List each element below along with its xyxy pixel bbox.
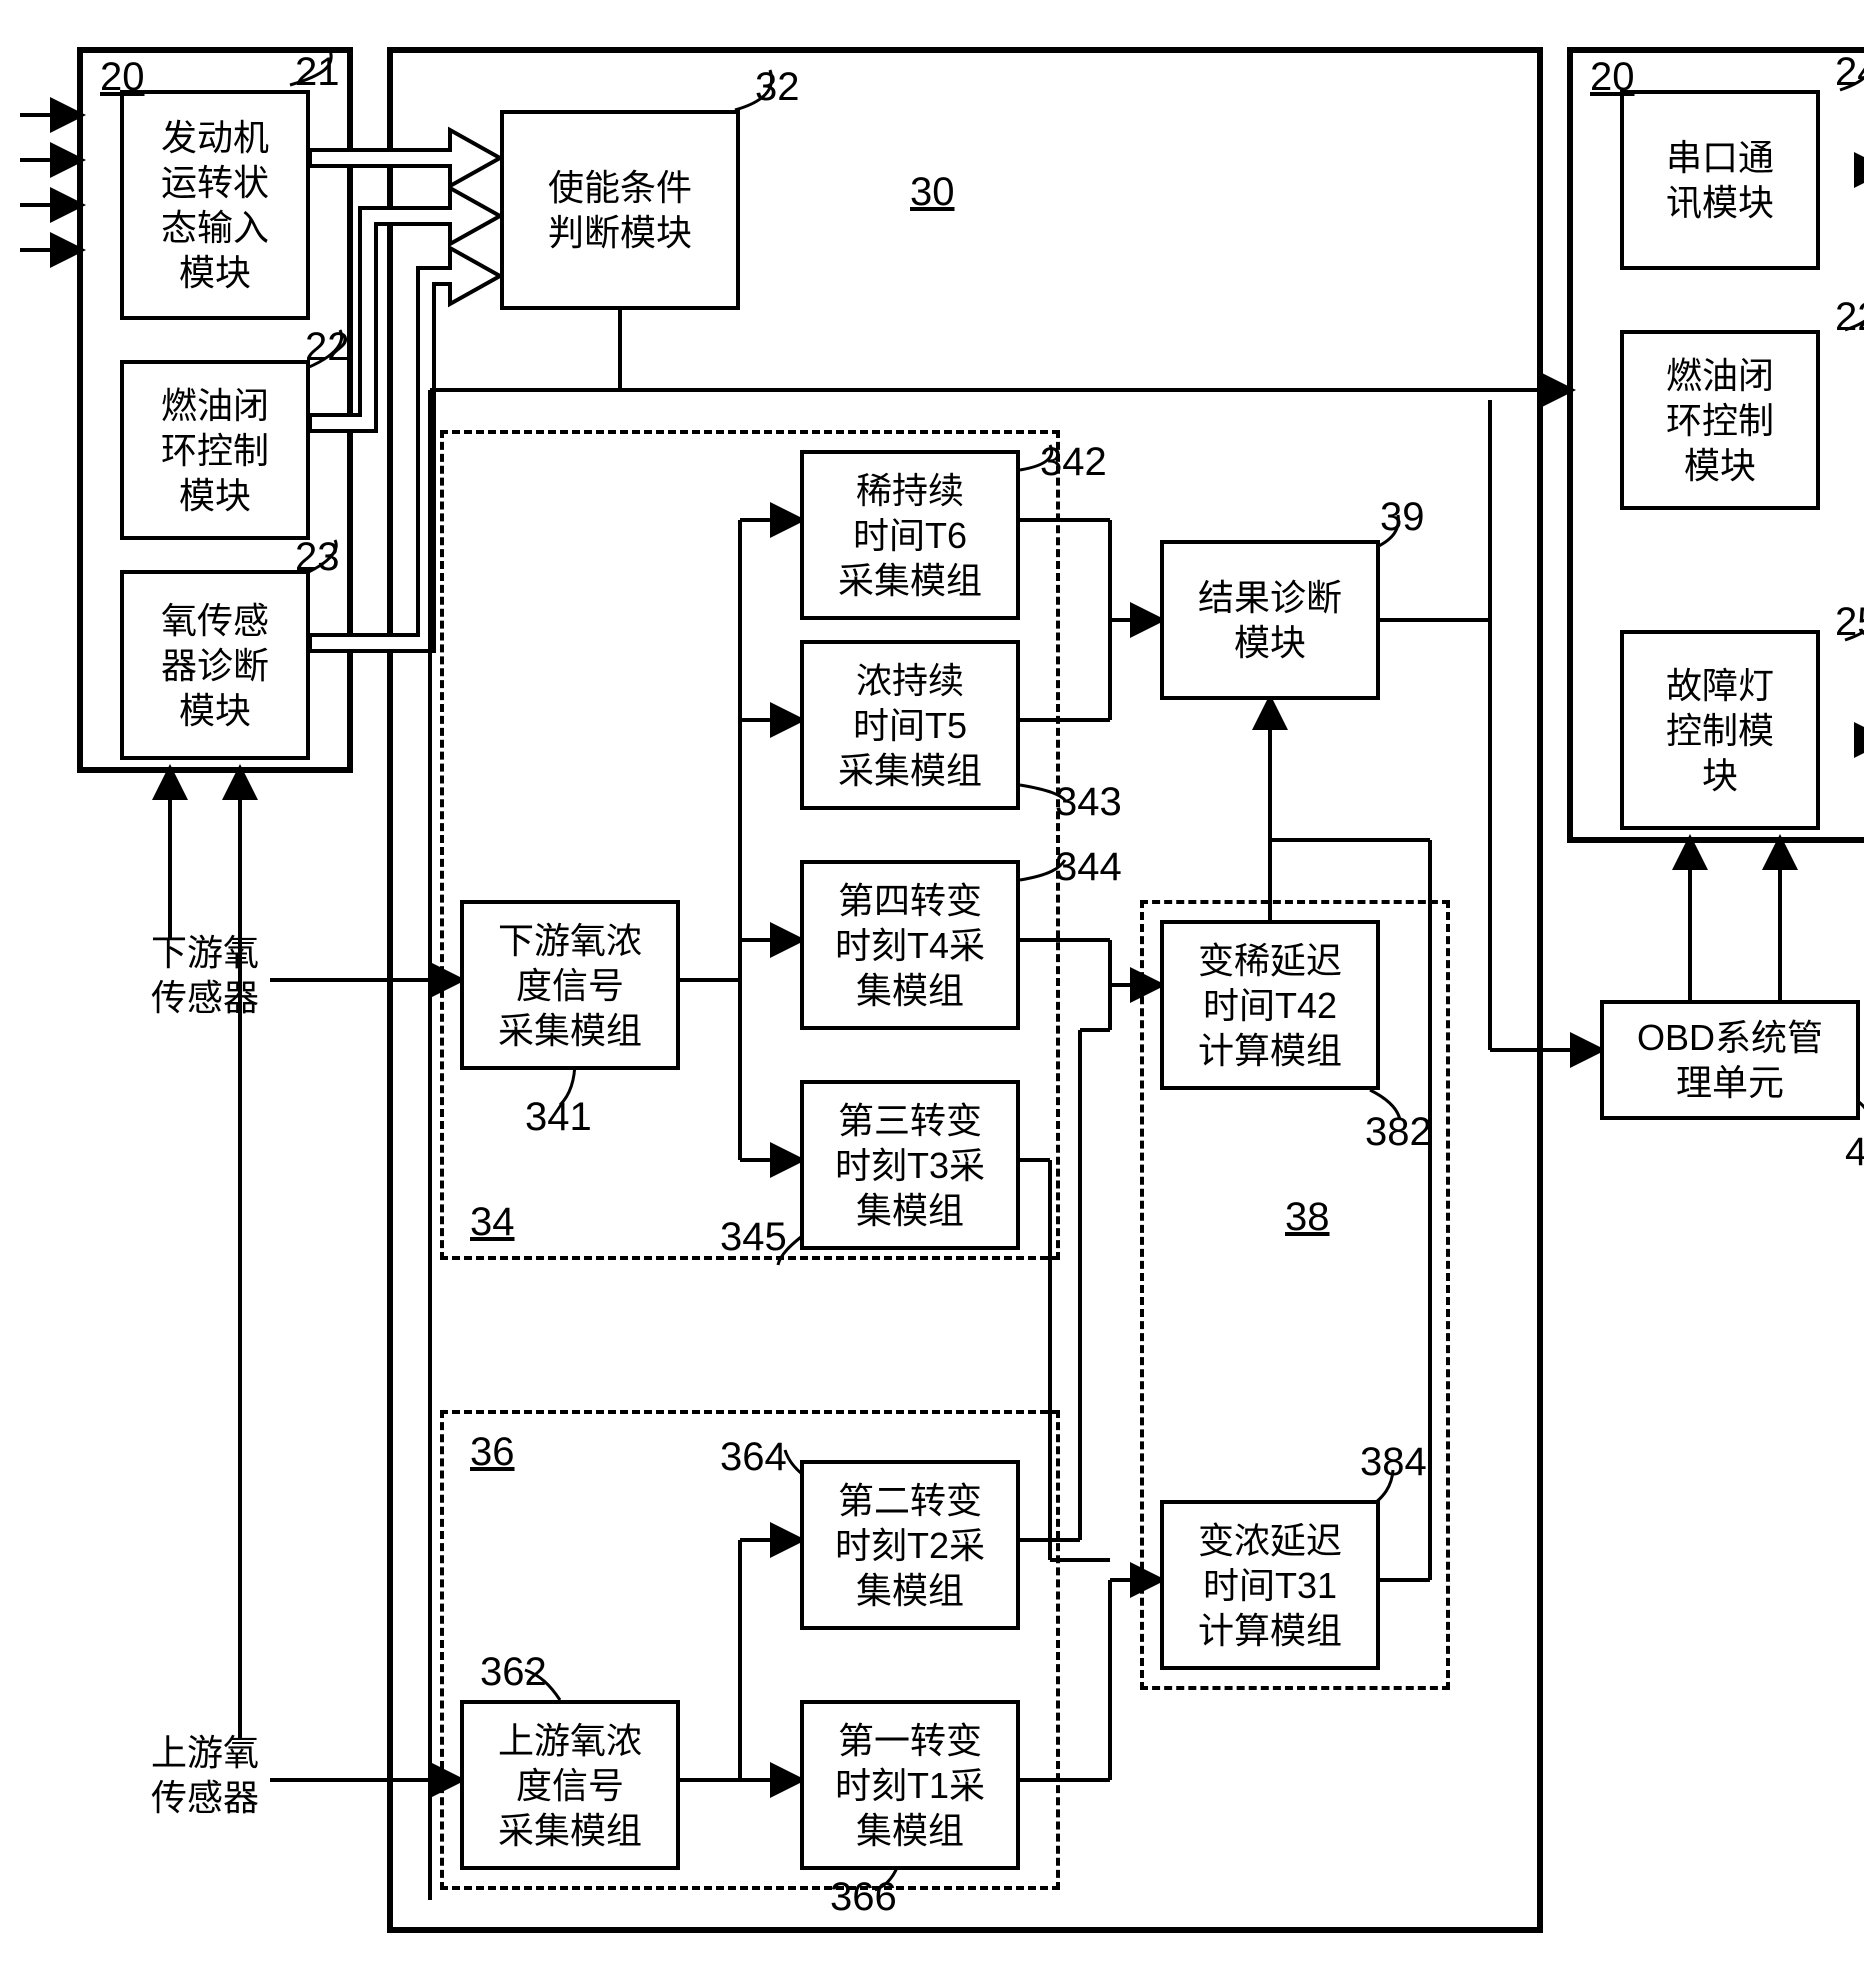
label-366: 366 bbox=[830, 1875, 897, 1920]
label-36: 36 bbox=[470, 1430, 515, 1475]
label-34: 34 bbox=[470, 1200, 515, 1245]
box-364: 第二转变时刻T2采集模组 bbox=[800, 1460, 1020, 1630]
box-32: 使能条件判断模块 bbox=[500, 110, 740, 310]
label-362: 362 bbox=[480, 1650, 547, 1695]
label-384: 384 bbox=[1360, 1440, 1427, 1485]
label-343: 343 bbox=[1055, 780, 1122, 825]
box-21: 发动机运转状态输入模块 bbox=[120, 90, 310, 320]
label-382: 382 bbox=[1365, 1110, 1432, 1155]
label-32: 32 bbox=[755, 65, 800, 110]
label-364: 364 bbox=[720, 1435, 787, 1480]
label-20-left: 20 bbox=[100, 55, 145, 100]
label-342: 342 bbox=[1040, 440, 1107, 485]
label-40: 40 bbox=[1845, 1130, 1864, 1175]
label-22-right: 22 bbox=[1835, 295, 1864, 340]
label-39: 39 bbox=[1380, 495, 1425, 540]
label-22-left: 22 bbox=[305, 325, 350, 370]
box-23: 氧传感器诊断模块 bbox=[120, 570, 310, 760]
label-21: 21 bbox=[295, 50, 340, 95]
label-upstream-sensor: 上游氧传感器 bbox=[130, 1730, 280, 1820]
box-22-right: 燃油闭环控制模块 bbox=[1620, 330, 1820, 510]
box-366: 第一转变时刻T1采集模组 bbox=[800, 1700, 1020, 1870]
box-22-left: 燃油闭环控制模块 bbox=[120, 360, 310, 540]
box-342: 稀持续时间T6采集模组 bbox=[800, 450, 1020, 620]
box-39: 结果诊断模块 bbox=[1160, 540, 1380, 700]
box-362: 上游氧浓度信号采集模组 bbox=[460, 1700, 680, 1870]
box-382: 变稀延迟时间T42计算模组 bbox=[1160, 920, 1380, 1090]
label-20-right: 20 bbox=[1590, 55, 1635, 100]
box-344: 第四转变时刻T4采集模组 bbox=[800, 860, 1020, 1030]
diagram-canvas: 发动机运转状态输入模块 燃油闭环控制模块 氧传感器诊断模块 使能条件判断模块 下… bbox=[20, 20, 1864, 1961]
label-downstream-sensor: 下游氧传感器 bbox=[130, 930, 280, 1020]
label-345: 345 bbox=[720, 1215, 787, 1260]
label-24: 24 bbox=[1835, 50, 1864, 95]
box-345: 第三转变时刻T3采集模组 bbox=[800, 1080, 1020, 1250]
label-23: 23 bbox=[295, 535, 340, 580]
box-343: 浓持续时间T5采集模组 bbox=[800, 640, 1020, 810]
box-25: 故障灯控制模块 bbox=[1620, 630, 1820, 830]
label-344: 344 bbox=[1055, 845, 1122, 890]
box-341: 下游氧浓度信号采集模组 bbox=[460, 900, 680, 1070]
label-38: 38 bbox=[1285, 1195, 1330, 1240]
label-341: 341 bbox=[525, 1095, 592, 1140]
box-384: 变浓延迟时间T31计算模组 bbox=[1160, 1500, 1380, 1670]
box-24: 串口通讯模块 bbox=[1620, 90, 1820, 270]
label-25: 25 bbox=[1835, 600, 1864, 645]
label-30: 30 bbox=[910, 170, 955, 215]
box-40: OBD系统管理单元 bbox=[1600, 1000, 1860, 1120]
